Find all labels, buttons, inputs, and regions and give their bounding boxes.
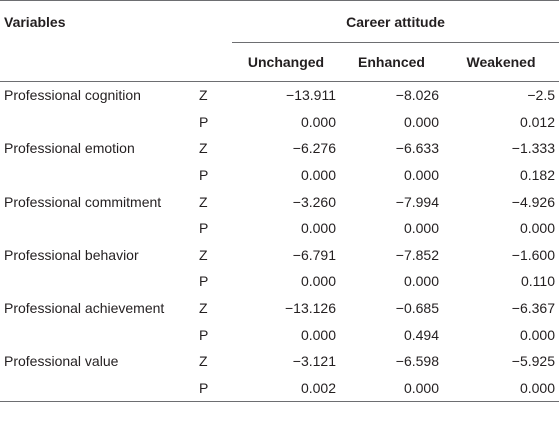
variable-name: Professional behavior (4, 246, 139, 263)
unchanged-p-value: 0.000 (300, 273, 336, 290)
empty-cell (0, 268, 198, 295)
empty-cell (0, 162, 198, 189)
p-stat-label: P (199, 273, 209, 290)
variable-name: Professional value (4, 353, 119, 370)
variable-name: Professional commitment (4, 193, 162, 210)
enhanced-z-value: −6.598 (395, 353, 439, 370)
enhanced-p-value: 0.000 (403, 113, 439, 130)
table-row: P 0.000 0.000 0.182 (0, 162, 559, 189)
unchanged-p-value: 0.000 (300, 220, 336, 237)
z-stat-label: Z (199, 353, 208, 370)
weakened-z-value: −6.367 (511, 300, 555, 317)
z-stat-label: Z (199, 246, 208, 263)
z-stat-label: Z (199, 140, 208, 157)
enhanced-p-value: 0.000 (403, 220, 439, 237)
table-row: P 0.000 0.000 0.012 (0, 109, 559, 136)
weakened-p-value: 0.182 (519, 167, 555, 184)
p-stat-label: P (198, 374, 232, 403)
p-stat-label: P (199, 167, 209, 184)
weakened-z-value: −4.926 (511, 193, 555, 210)
weakened-p-value: 0.000 (443, 374, 559, 403)
enhanced-p-value: 0.494 (403, 326, 439, 343)
variable-name: Professional cognition (4, 87, 141, 104)
unchanged-header: Unchanged (232, 42, 340, 82)
table-row: Professional achievement Z −13.126 −0.685 −6… (0, 295, 559, 322)
empty-cell (0, 215, 198, 242)
p-stat-label: P (199, 113, 209, 130)
enhanced-z-value: −0.685 (395, 300, 439, 317)
unchanged-p-value: 0.000 (300, 113, 336, 130)
weakened-p-value: 0.110 (521, 273, 555, 290)
unchanged-p-value: 0.000 (300, 326, 336, 343)
empty-cell (0, 321, 198, 348)
unchanged-p-value: 0.000 (300, 167, 336, 184)
table-row: P 0.000 0.000 0.000 (0, 215, 559, 242)
p-stat-label: P (199, 326, 209, 343)
weakened-z-value: −5.925 (511, 353, 555, 370)
p-stat-label: P (199, 220, 209, 237)
empty-cell (0, 109, 198, 136)
unchanged-p-value: 0.002 (232, 374, 340, 403)
table-row: P 0.000 0.494 0.000 (0, 321, 559, 348)
z-stat-label: Z (199, 300, 208, 317)
enhanced-p-value: 0.000 (403, 273, 439, 290)
unchanged-z-value: −3.121 (292, 353, 336, 370)
unchanged-z-value: −6.276 (292, 140, 336, 157)
enhanced-z-value: −8.026 (395, 87, 439, 104)
career-attitude-table: Variables Career attitude Unchanged Enha… (0, 0, 559, 403)
variable-name: Professional achievement (4, 300, 165, 317)
weakened-z-value: −2.5 (527, 87, 555, 104)
enhanced-z-value: −6.633 (395, 140, 439, 157)
unchanged-z-value: −13.911 (286, 87, 336, 104)
table-row: P 0.002 0.000 0.000 (0, 374, 559, 403)
weakened-z-value: −1.333 (511, 140, 555, 157)
weakened-z-value: −1.600 (511, 246, 555, 263)
career-attitude-header: Career attitude (232, 1, 559, 43)
unchanged-z-value: −6.791 (292, 246, 336, 263)
z-stat-label: Z (199, 193, 208, 210)
table-row: Professional commitment Z −3.260 −7.994 −4.9… (0, 188, 559, 215)
weakened-p-value: 0.000 (519, 220, 555, 237)
table-header: Variables Career attitude Unchanged Enha… (0, 0, 559, 82)
table-row: Professional cognition Z −13.911 −8.026 −2.5 (0, 82, 559, 109)
table-row: P 0.000 0.000 0.110 (0, 268, 559, 295)
enhanced-header: Enhanced (340, 42, 443, 82)
enhanced-p-value: 0.000 (340, 374, 443, 403)
weakened-header: Weakened (443, 42, 559, 82)
empty-cell (0, 374, 198, 403)
z-stat-label: Z (199, 87, 208, 104)
table-body: Professional cognition Z −13.911 −8.026 −2.5… (0, 82, 559, 403)
table-row: Professional emotion Z −6.276 −6.633 −1.333 (0, 135, 559, 162)
enhanced-z-value: −7.994 (395, 193, 439, 210)
table-row: Professional behavior Z −6.791 −7.852 −1.600 (0, 242, 559, 269)
table-row: Professional value Z −3.121 −6.598 −5.925 (0, 348, 559, 375)
enhanced-p-value: 0.000 (403, 167, 439, 184)
variable-name: Professional emotion (4, 140, 135, 157)
weakened-p-value: 0.000 (519, 326, 555, 343)
unchanged-z-value: −3.260 (292, 193, 336, 210)
unchanged-z-value: −13.126 (285, 300, 336, 317)
enhanced-z-value: −7.852 (395, 246, 439, 263)
variables-header: Variables (4, 13, 66, 30)
weakened-p-value: 0.012 (519, 113, 555, 130)
